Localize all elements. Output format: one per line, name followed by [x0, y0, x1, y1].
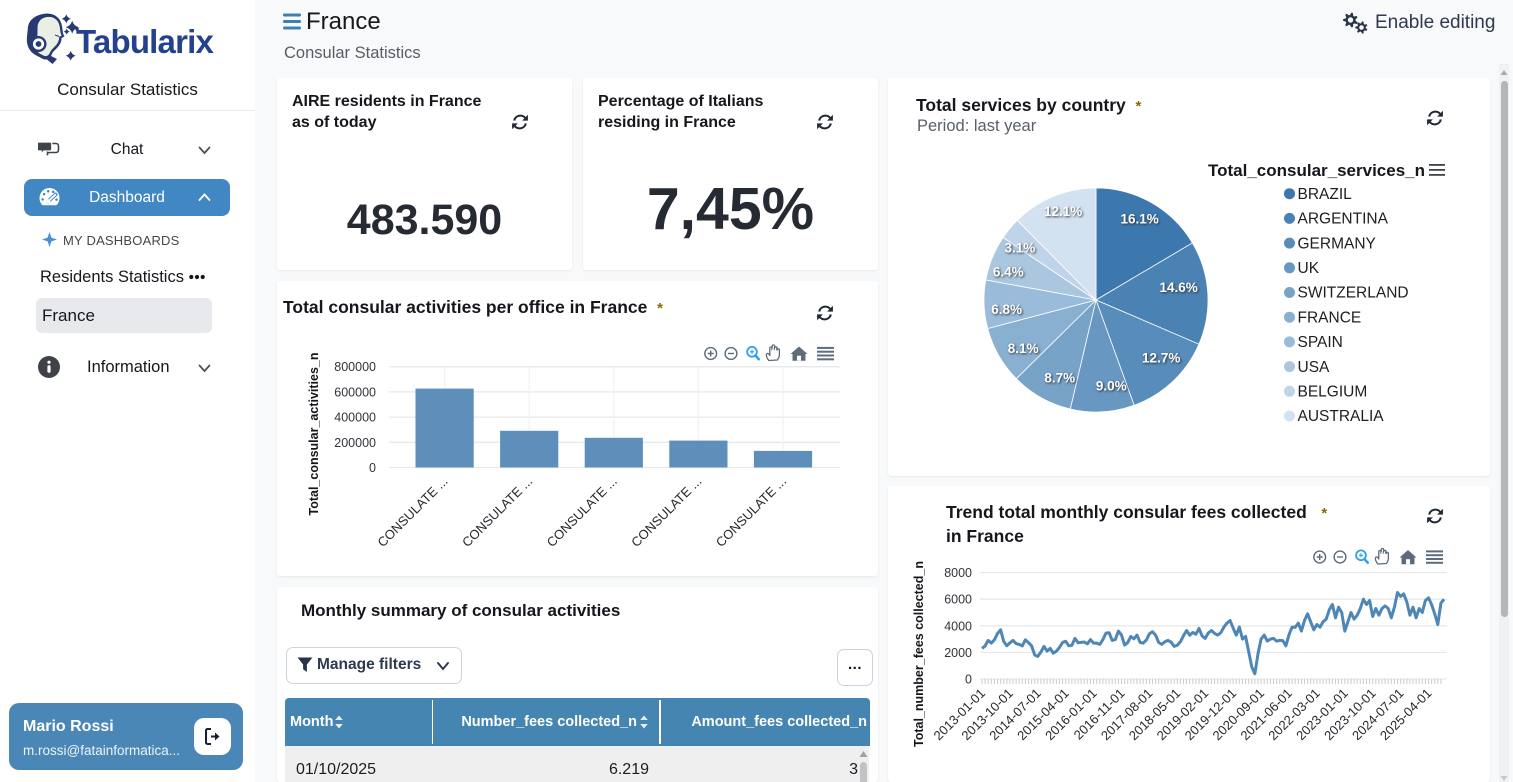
svg-text:12.7%: 12.7% [1142, 350, 1180, 365]
svg-text:200000: 200000 [334, 436, 376, 450]
svg-text:14.6%: 14.6% [1159, 280, 1197, 295]
svg-text:8000: 8000 [944, 566, 972, 580]
svg-text:UK: UK [1298, 260, 1320, 277]
svg-text:0: 0 [369, 461, 376, 475]
svg-text:SPAIN: SPAIN [1298, 334, 1343, 351]
svg-text:6.4%: 6.4% [993, 265, 1024, 280]
svg-text:600000: 600000 [334, 385, 376, 399]
svg-text:FRANCE: FRANCE [1298, 309, 1362, 326]
svg-text:USA: USA [1298, 359, 1331, 376]
svg-text:6.8%: 6.8% [991, 302, 1022, 317]
svg-text:8.7%: 8.7% [1044, 370, 1075, 385]
svg-text:CONSULATE ...: CONSULATE ... [628, 474, 704, 550]
svg-text:9.0%: 9.0% [1096, 379, 1127, 394]
svg-text:BELGIUM: BELGIUM [1298, 384, 1368, 401]
svg-text:AUSTRALIA: AUSTRALIA [1298, 408, 1385, 425]
svg-text:ARGENTINA: ARGENTINA [1298, 211, 1389, 228]
svg-text:400000: 400000 [334, 411, 376, 425]
svg-text:GERMANY: GERMANY [1298, 235, 1376, 252]
svg-text:6000: 6000 [944, 593, 972, 607]
svg-text:CONSULATE ...: CONSULATE ... [544, 474, 620, 550]
svg-text:8.1%: 8.1% [1008, 341, 1039, 356]
svg-text:Total_consular_activities_n: Total_consular_activities_n [307, 352, 321, 515]
svg-text:SWITZERLAND: SWITZERLAND [1298, 285, 1409, 302]
svg-text:800000: 800000 [334, 360, 376, 374]
svg-text:BRAZIL: BRAZIL [1298, 186, 1353, 203]
svg-text:Total_number_fees collected_n: Total_number_fees collected_n [912, 561, 926, 747]
svg-text:12.1%: 12.1% [1044, 204, 1082, 219]
svg-text:CONSULATE ...: CONSULATE ... [713, 474, 789, 550]
svg-text:CONSULATE ...: CONSULATE ... [374, 474, 450, 550]
svg-text:4000: 4000 [944, 619, 972, 633]
svg-text:0: 0 [965, 673, 972, 687]
svg-text:2000: 2000 [944, 646, 972, 660]
svg-text:CONSULATE ...: CONSULATE ... [459, 474, 535, 550]
svg-text:16.1%: 16.1% [1120, 212, 1158, 227]
svg-text:3.1%: 3.1% [1005, 241, 1036, 256]
